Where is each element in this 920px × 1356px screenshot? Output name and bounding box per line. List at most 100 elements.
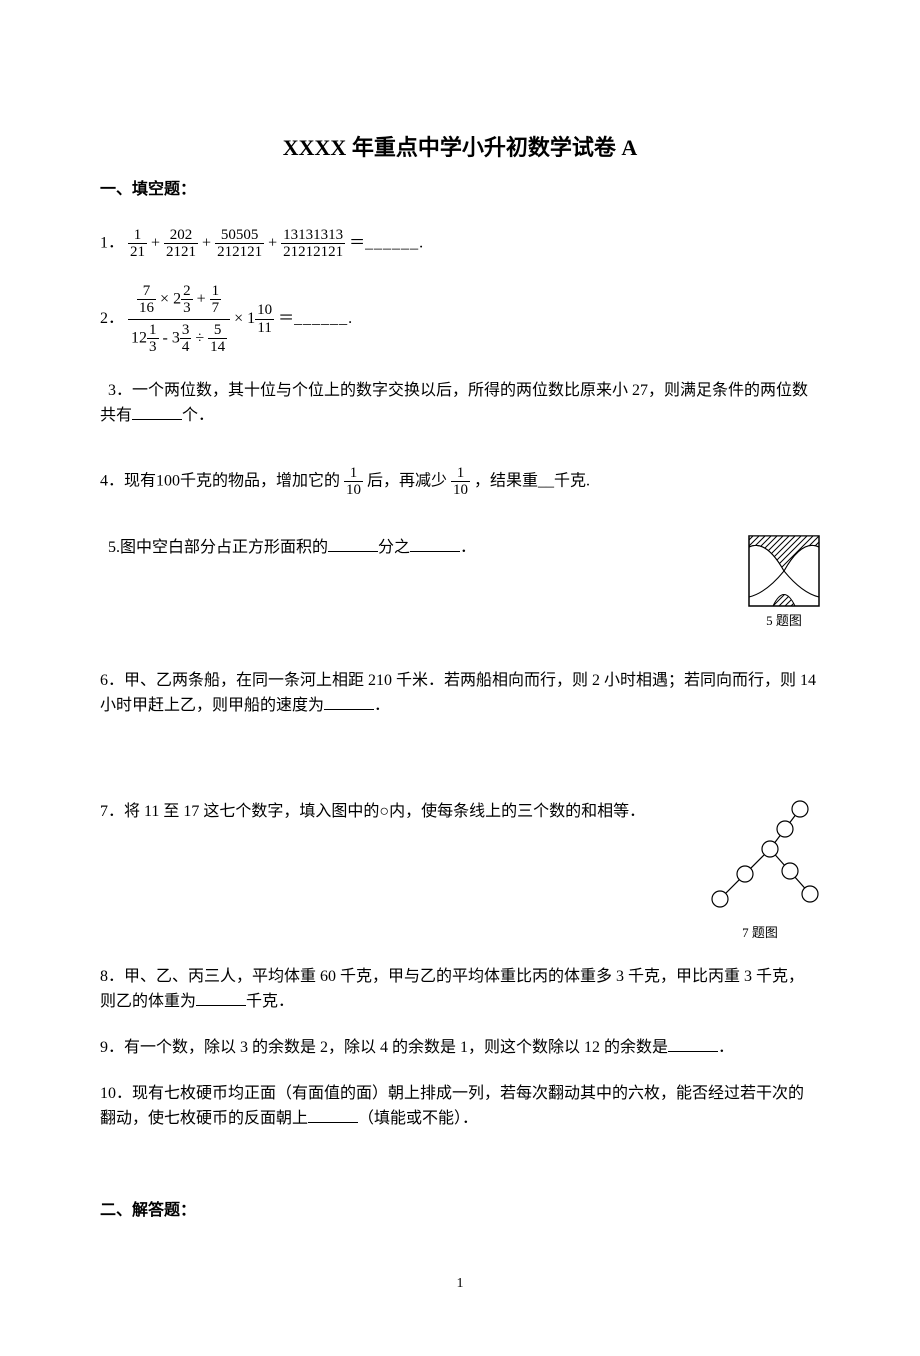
q5-prefix: 5. [108, 539, 120, 556]
q2d-frac1: 13 [147, 322, 159, 356]
q5-figure-icon [748, 535, 820, 607]
answer-blank [410, 536, 460, 552]
q2n-frac1: 716 [137, 283, 156, 317]
q5-caption: 5 题图 [748, 611, 820, 632]
q4-frac1: 110 [344, 465, 363, 499]
frac-num: 13131313 [281, 227, 345, 245]
q1-frac3: 50505212121 [215, 227, 264, 261]
minus-sign: - [163, 329, 168, 346]
q4-prefix: 4． [100, 473, 124, 490]
q2-numerator: 716 × 223 + 17 [128, 281, 230, 320]
q10-text-b: （填能或不能）． [358, 1110, 478, 1127]
frac-den: 10 [344, 482, 363, 499]
frac-num: 5 [208, 322, 227, 340]
frac-den: 16 [137, 300, 156, 317]
frac-num: 7 [137, 283, 156, 301]
frac-num: 2 [181, 283, 193, 301]
question-5: 5 题图 5.图中空白部分占正方形面积的 分之 ． [100, 535, 820, 632]
question-6: 6．甲、乙两条船，在同一条河上相距 210 千米．若两船相向而行，则 2 小时相… [100, 668, 820, 719]
frac-den: 21212121 [281, 244, 345, 261]
q4-text-b: 后，再减少 [367, 473, 447, 490]
q4-text-c: ，结果重__千克. [474, 473, 590, 490]
q10-prefix: 10． [100, 1085, 132, 1102]
q5-text-b: 分之 [378, 539, 410, 556]
frac-den: 7 [210, 300, 222, 317]
div-sign: ÷ [195, 329, 204, 346]
page-number: 1 [100, 1273, 820, 1295]
q9-text-b: ． [718, 1039, 734, 1056]
mixed-int: 2 [173, 290, 181, 307]
question-1: 1． 121 + 2022121 + 50505212121 + 1313131… [100, 227, 820, 261]
frac-den: 10 [451, 482, 470, 499]
q3-prefix: 3． [108, 382, 132, 399]
answer-blank [132, 404, 182, 420]
frac-num: 202 [164, 227, 198, 245]
q7-text: 将 11 至 17 这七个数字，填入图中的○内，使每条线上的三个数的和相等． [124, 803, 645, 820]
page-title: XXXX 年重点中学小升初数学试卷 A [100, 130, 820, 165]
q8-text-c: 千克． [246, 993, 294, 1010]
section-heading-fill: 一、填空题： [100, 177, 820, 203]
q8-prefix: 8． [100, 968, 124, 985]
q2-tailfrac: 1011 [255, 302, 274, 336]
mixed-int: 12 [131, 329, 147, 346]
frac-num: 50505 [215, 227, 264, 245]
q6-text-c: ． [374, 697, 390, 714]
question-3: 3．一个两位数，其十位与个位上的数字交换以后，所得的两位数比原来小 27，则满足… [100, 378, 820, 429]
q1-blank-dashes: ______ [365, 234, 419, 251]
q1-frac2: 2022121 [164, 227, 198, 261]
q6-prefix: 6． [100, 672, 124, 689]
q7-caption: 7 题图 [700, 923, 820, 944]
q2-denominator: 1213 - 334 ÷ 514 [128, 320, 230, 358]
question-9: 9．有一个数，除以 3 的余数是 2，除以 4 的余数是 1，则这个数除以 12… [100, 1035, 820, 1061]
frac-den: 11 [255, 320, 274, 337]
frac-den: 4 [180, 339, 192, 356]
section-heading-answer: 二、解答题： [100, 1198, 820, 1224]
answer-blank [328, 536, 378, 552]
question-7: 7．将 11 至 17 这七个数字，填入图中的○内，使每条线上的三个数的和相等．… [100, 799, 820, 944]
q7-figure-icon [700, 799, 820, 919]
q7-figure-container: 7 题图 [700, 799, 820, 944]
frac-num: 1 [451, 465, 470, 483]
frac-den: 2121 [164, 244, 198, 261]
q1-frac1: 121 [128, 227, 147, 261]
q2d-frac2: 34 [180, 322, 192, 356]
frac-num: 3 [180, 322, 192, 340]
plus-sign: + [197, 290, 206, 307]
frac-num: 1 [128, 227, 147, 245]
question-8: 8．甲、乙、丙三人，平均体重 60 千克，甲与乙的平均体重比丙的体重多 3 千克… [100, 964, 820, 1015]
q5-text-c: ． [460, 539, 476, 556]
question-10: 10．现有七枚硬币均正面（有面值的面）朝上排成一列，若每次翻动其中的六枚，能否经… [100, 1081, 820, 1132]
question-2: 2． 716 × 223 + 17 1213 - 334 ÷ 514 × 110… [100, 281, 820, 358]
mixed-int: 3 [172, 329, 180, 346]
q4-frac2: 110 [451, 465, 470, 499]
q1-equals: ＝ [349, 234, 365, 251]
q9-text-a: 有一个数，除以 3 的余数是 2，除以 4 的余数是 1，则这个数除以 12 的… [124, 1039, 668, 1056]
q8-text-a: 甲、乙、丙三人，平均体重 60 千克，甲与乙的平均体重比丙的体重多 [124, 968, 612, 985]
q5-text-a: 图中空白部分占正方形面积的 [120, 539, 328, 556]
question-4: 4．现有100千克的物品，增加它的 110 后，再减少 110 ，结果重__千克… [100, 465, 820, 499]
frac-den: 3 [181, 300, 193, 317]
frac-den: 14 [208, 339, 227, 356]
q1-prefix: 1． [100, 234, 124, 251]
q1-frac4: 1313131321212121 [281, 227, 345, 261]
frac-num: 1 [210, 283, 222, 301]
q6-text-a: 甲、乙两条船，在同一条河上相距 210 千米．若两船相向而行，则 [124, 672, 588, 689]
q2-equals: ＝ [278, 310, 294, 327]
frac-num: 1 [344, 465, 363, 483]
frac-den: 3 [147, 339, 159, 356]
answer-blank [668, 1036, 718, 1052]
frac-num: 10 [255, 302, 274, 320]
mixed-int: 1 [247, 310, 255, 327]
q9-prefix: 9． [100, 1039, 124, 1056]
q5-figure-container: 5 题图 [748, 535, 820, 632]
frac-num: 1 [147, 322, 159, 340]
frac-den: 21 [128, 244, 147, 261]
times-sign: × [234, 310, 243, 327]
q2d-frac3: 514 [208, 322, 227, 356]
q2-bigfrac: 716 × 223 + 17 1213 - 334 ÷ 514 [128, 281, 230, 358]
answer-blank [196, 990, 246, 1006]
answer-blank [324, 694, 374, 710]
q4-text-a: 现有100千克的物品，增加它的 [124, 473, 340, 490]
q2n-frac3: 17 [210, 283, 222, 317]
frac-den: 212121 [215, 244, 264, 261]
